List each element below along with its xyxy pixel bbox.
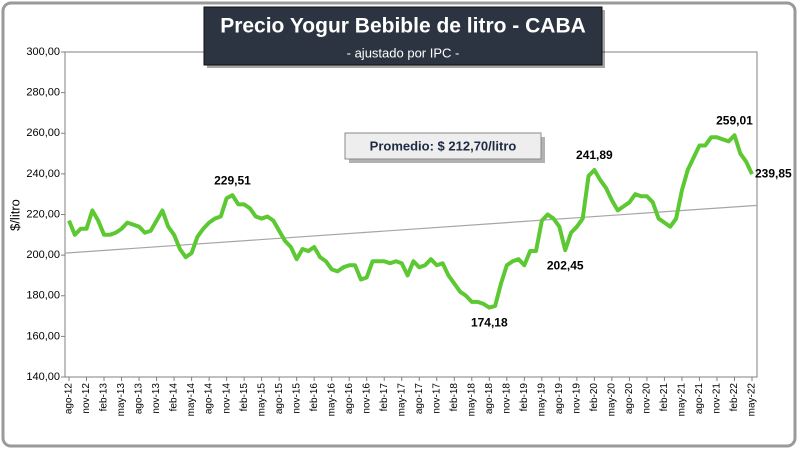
x-tick-label: nov-15 (291, 383, 302, 414)
x-tick-label: ago-12 (64, 383, 75, 415)
data-label: 229,51 (214, 173, 251, 187)
x-tick-label: may-22 (747, 383, 758, 417)
price-line (67, 133, 754, 310)
data-label: 202,45 (547, 258, 584, 272)
x-tick-label: may-20 (607, 383, 618, 417)
average-label: Promedio: $ 212,70/litro (370, 138, 517, 153)
x-tick-label: may-16 (326, 383, 337, 417)
x-tick-label: may-15 (256, 383, 267, 417)
y-tick-label: 280,00 (26, 87, 60, 99)
x-tick-label: ago-14 (204, 383, 215, 415)
x-tick-label: may-18 (466, 383, 477, 417)
x-tick-label: ago-15 (274, 383, 285, 415)
data-label: 241,89 (576, 148, 613, 162)
y-axis-label: $/litro (7, 199, 22, 231)
x-tick-label: nov-20 (642, 383, 653, 414)
x-tick-label: ago-16 (344, 383, 355, 415)
x-tick-label: ago-21 (694, 383, 705, 415)
y-tick-label: 180,00 (26, 290, 60, 302)
chart-subtitle: - ajustado por IPC - (347, 45, 460, 60)
x-tick-label: feb-21 (659, 383, 670, 412)
x-tick-label: nov-18 (501, 383, 512, 414)
x-tick-label: feb-20 (589, 383, 600, 412)
x-tick-label: may-13 (116, 383, 127, 417)
x-tick-label: ago-20 (624, 383, 635, 415)
y-tick-label: 300,00 (26, 46, 60, 58)
x-tick-label: feb-18 (449, 383, 460, 412)
data-label: 259,01 (716, 113, 753, 127)
data-label: 239,85 (755, 166, 792, 180)
y-tick-label: 140,00 (26, 371, 60, 383)
x-tick-label: nov-13 (151, 383, 162, 414)
x-tick-label: feb-15 (239, 383, 250, 412)
x-tick-label: may-17 (396, 383, 407, 417)
title-box (203, 6, 603, 66)
x-tick-label: may-14 (186, 383, 197, 417)
x-tick-label: ago-13 (134, 383, 145, 415)
x-tick-label: feb-13 (99, 383, 110, 412)
x-tick-label: nov-16 (361, 383, 372, 414)
x-tick-label: may-21 (677, 383, 688, 417)
x-tick-label: feb-14 (169, 383, 180, 412)
y-tick-label: 220,00 (26, 208, 60, 220)
x-tick-label: feb-16 (309, 383, 320, 412)
x-tick-label: feb-19 (519, 383, 530, 412)
x-tick-label: nov-21 (712, 383, 723, 414)
x-tick-label: ago-17 (414, 383, 425, 415)
x-tick-label: nov-17 (431, 383, 442, 414)
y-tick-label: 200,00 (26, 249, 60, 261)
x-tick-label: nov-12 (81, 383, 92, 414)
average-box (344, 132, 542, 160)
x-tick-label: ago-19 (554, 383, 565, 415)
x-tick-label: feb-22 (729, 383, 740, 412)
y-tick-label: 260,00 (26, 127, 60, 139)
chart-title: Precio Yogur Bebible de litro - CABA (220, 15, 586, 38)
data-label: 174,18 (471, 316, 508, 330)
y-tick-label: 240,00 (26, 168, 60, 180)
x-tick-label: nov-14 (221, 383, 232, 414)
y-tick-label: 160,00 (26, 330, 60, 342)
x-tick-label: may-19 (536, 383, 547, 417)
x-tick-label: feb-17 (379, 383, 390, 412)
x-tick-label: nov-19 (572, 383, 583, 414)
x-tick-label: ago-18 (484, 383, 495, 415)
